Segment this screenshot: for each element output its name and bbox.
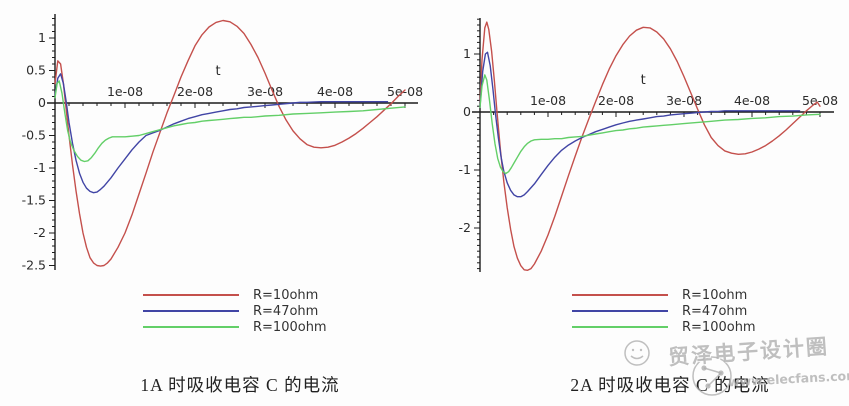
x-tick-label: 2e-08: [177, 84, 213, 99]
legend-line-green-icon: [572, 326, 668, 328]
y-tick-label: 0: [38, 95, 46, 110]
legend-line-blue-icon: [572, 310, 668, 312]
x-tick-label: 5e-08: [387, 84, 423, 99]
x-tick-label: 3e-08: [247, 84, 283, 99]
legend-item: R=10ohm: [143, 287, 327, 303]
watermark-brand-text: 贸泽电子设计圈: [667, 334, 830, 370]
smiley-face-icon: [624, 340, 650, 366]
y-tick-label: -1.5: [22, 193, 46, 208]
x-tick-label: 1e-08: [530, 93, 566, 108]
series-line-r-47ohm: [479, 51, 801, 198]
chart-1a-plot: 1e-08 2e-08 3e-08 4e-08 5e-08 1 0.5 0 -0.5 -1 -1.5…: [22, 14, 423, 273]
legend-label: R=47ohm: [682, 303, 748, 319]
series-line-r-10ohm: [479, 21, 821, 271]
legend-line-blue-icon: [143, 310, 239, 312]
legend-label: R=10ohm: [253, 287, 319, 303]
x-tick-label: 2e-08: [598, 93, 634, 108]
legend-label: R=47ohm: [253, 303, 319, 319]
ticks: [474, 18, 821, 270]
series-line-r-100ohm: [54, 80, 406, 163]
legend-label: R=100ohm: [253, 319, 327, 335]
legend-line-red-icon: [572, 294, 668, 296]
series-line-r-100ohm: [479, 74, 821, 175]
x-tick-label: 4e-08: [734, 93, 770, 108]
legend-item: R=47ohm: [572, 303, 756, 319]
y-tick-label: -2: [34, 225, 46, 240]
y-tick-label: -1: [34, 160, 46, 175]
series-line-r-47ohm: [54, 73, 389, 194]
x-axis-label: t: [641, 73, 646, 88]
legend-item: R=47ohm: [143, 303, 327, 319]
ticks: [49, 18, 406, 266]
x-tick-label: 1e-08: [107, 84, 143, 99]
x-tick-label: 4e-08: [317, 84, 353, 99]
legend-label: R=100ohm: [682, 319, 756, 335]
legend-item: R=100ohm: [572, 319, 756, 335]
y-tick-label: -2: [459, 220, 471, 235]
series-line-r-10ohm: [54, 19, 406, 267]
y-tick-label: 1: [38, 30, 46, 45]
legend-line-red-icon: [143, 294, 239, 296]
caption-chart-1a: 1A 时吸收电容 C 的电流: [140, 375, 340, 395]
y-tick-label: 1: [463, 46, 471, 61]
y-tick-label: -2.5: [22, 258, 46, 273]
legend-chart-2a: R=10ohm R=47ohm R=100ohm: [572, 287, 756, 335]
caption-chart-2a: 2A 时吸收电容 C 的电流: [570, 375, 770, 395]
legend-item: R=10ohm: [572, 287, 756, 303]
legend-line-green-icon: [143, 326, 239, 328]
x-tick-label: 5e-08: [802, 93, 838, 108]
y-tick-label: -0.5: [22, 128, 46, 143]
y-tick-label: -1: [459, 162, 471, 177]
y-tick-label: 0.5: [26, 63, 46, 78]
x-axis-label: t: [216, 64, 221, 79]
legend-item: R=100ohm: [143, 319, 327, 335]
legend-label: R=10ohm: [682, 287, 748, 303]
axes: [472, 18, 834, 272]
y-tick-label: 0: [463, 104, 471, 119]
legend-chart-1a: R=10ohm R=47ohm R=100ohm: [143, 287, 327, 335]
